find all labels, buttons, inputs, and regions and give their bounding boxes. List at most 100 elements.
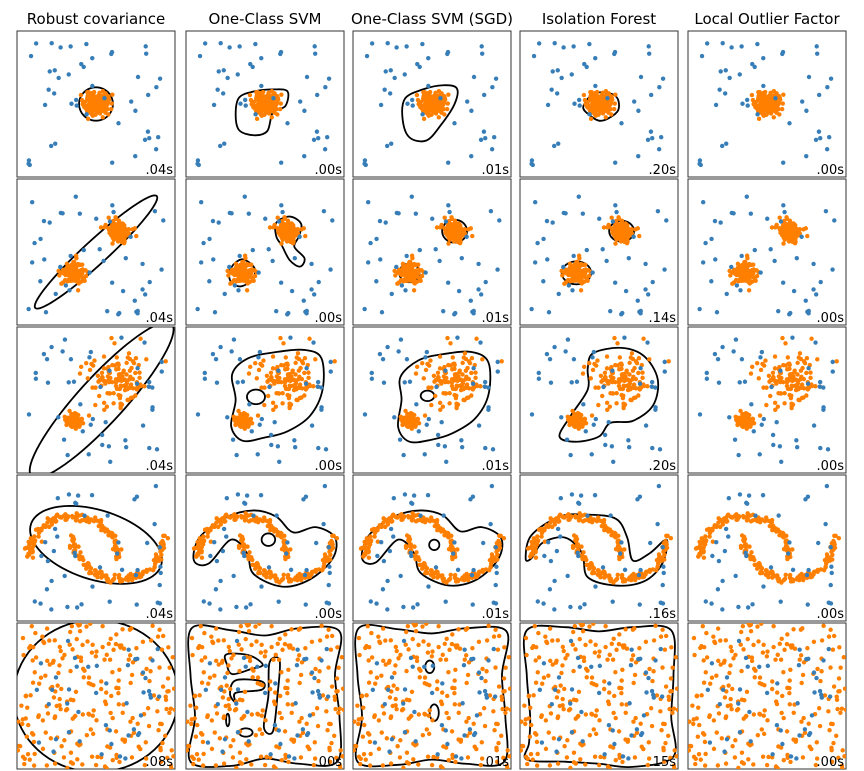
outlier-point	[493, 76, 499, 81]
inlier-point	[101, 366, 107, 371]
inlier-point	[438, 407, 443, 413]
inlier-point	[71, 544, 77, 549]
outlier-point	[304, 365, 309, 371]
outlier-point	[703, 240, 708, 246]
inlier-point	[239, 278, 244, 283]
inlier-point	[393, 273, 398, 278]
outlier-point	[362, 412, 368, 417]
outlier-point	[259, 55, 264, 61]
inlier-point	[766, 373, 772, 378]
outlier-point	[195, 158, 201, 163]
outlier-point	[779, 459, 784, 464]
inlier-point	[423, 367, 429, 373]
inlier-point	[295, 397, 300, 403]
inlier-point	[144, 357, 149, 362]
inlier-point	[585, 278, 590, 284]
inlier-point	[606, 110, 611, 115]
inlier-point	[641, 382, 646, 387]
outlier-point	[303, 381, 309, 386]
inlier-point	[22, 546, 28, 551]
inlier-point	[106, 215, 111, 220]
inlier-point	[67, 408, 72, 414]
inlier-point	[232, 513, 237, 518]
outlier-point	[62, 337, 68, 342]
inlier-point	[473, 375, 478, 381]
inlier-point	[598, 108, 604, 114]
outlier-point	[813, 292, 819, 297]
inlier-point	[774, 110, 779, 115]
outlier-point	[443, 219, 449, 224]
inlier-point	[450, 224, 455, 229]
outlier-point	[459, 444, 465, 450]
outlier-point	[825, 85, 830, 90]
inlier-point	[781, 241, 786, 246]
outlier-point	[153, 483, 159, 489]
inlier-point	[769, 99, 775, 104]
inlier-point	[270, 400, 276, 406]
inlier-point	[606, 378, 611, 384]
outlier-point	[549, 87, 554, 92]
inlier-point	[303, 387, 309, 392]
inlier-point	[78, 268, 84, 273]
outlier-point	[555, 68, 560, 73]
inlier-point	[282, 383, 288, 389]
inlier-point	[271, 407, 276, 413]
outlier-point	[69, 101, 74, 106]
inlier-point	[76, 544, 81, 549]
inlier-point	[272, 110, 277, 115]
outlier-point	[240, 379, 246, 384]
inlier-point	[114, 224, 119, 229]
outlier-point	[63, 283, 69, 288]
inlier-point	[78, 550, 83, 555]
inlier-point	[77, 519, 83, 524]
inlier-point	[232, 272, 237, 278]
outlier-point	[424, 422, 429, 427]
inlier-point	[88, 566, 94, 571]
outlier-point	[109, 160, 115, 165]
outlier-point	[593, 416, 599, 422]
inlier-point	[610, 391, 615, 396]
outlier-point	[257, 422, 262, 427]
outlier-point	[397, 437, 403, 442]
fit-time-label: .00s	[817, 311, 845, 326]
outlier-point	[396, 211, 401, 216]
inlier-point	[462, 351, 468, 356]
inlier-point	[77, 555, 82, 560]
inlier-point	[452, 362, 457, 368]
inlier-point	[115, 239, 121, 244]
outlier-point	[384, 143, 390, 149]
outlier-point	[158, 570, 163, 576]
outlier-point	[704, 370, 709, 376]
inlier-point	[580, 371, 586, 376]
inlier-point	[287, 393, 292, 398]
inlier-point	[745, 271, 750, 276]
inlier-point	[247, 364, 253, 370]
outlier-point	[442, 444, 448, 449]
inlier-point	[163, 359, 168, 364]
inlier-point	[787, 229, 792, 234]
outlier-point	[53, 291, 58, 297]
outlier-point	[276, 219, 282, 224]
inlier-point	[422, 413, 428, 418]
outlier-point	[201, 240, 206, 246]
inlier-point	[244, 288, 250, 293]
outlier-point	[664, 218, 669, 223]
inlier-point	[273, 527, 279, 532]
outlier-point	[75, 493, 81, 498]
inlier-point	[576, 417, 582, 423]
inlier-point	[463, 356, 469, 362]
outlier-point	[157, 76, 163, 81]
outlier-point	[198, 200, 204, 205]
inlier-point	[577, 271, 582, 276]
inlier-point	[474, 382, 479, 387]
outlier-point	[635, 298, 640, 303]
outlier-point	[565, 337, 571, 342]
inlier-point	[96, 393, 102, 399]
inlier-point	[760, 112, 766, 117]
inlier-point	[613, 379, 618, 385]
inlier-point	[613, 241, 618, 246]
outlier-point	[314, 129, 320, 134]
inlier-point	[202, 527, 208, 532]
outlier-point	[100, 442, 105, 448]
fit-time-label: .04s	[146, 163, 174, 178]
